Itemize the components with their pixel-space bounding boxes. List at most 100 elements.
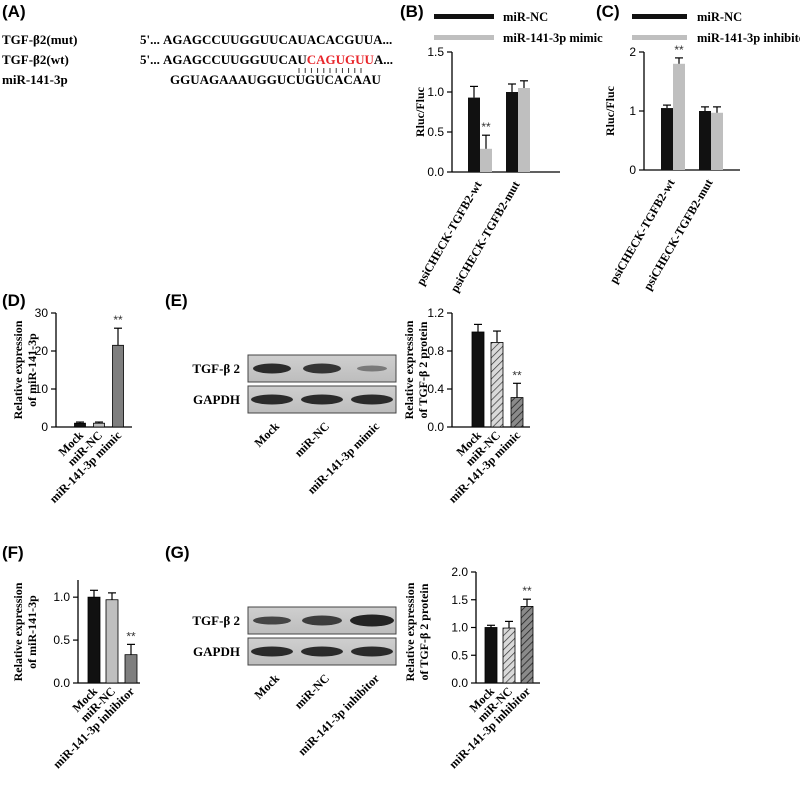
y-tick-label: 2 [629, 45, 636, 59]
blot-band [251, 646, 293, 657]
seq-label-wt: TGF-β2(wt) [2, 52, 69, 67]
seq-prefix-mut: 5'... [140, 32, 160, 47]
y-tick-label: 0.8 [427, 344, 444, 358]
y-tick-label: 0 [629, 163, 636, 177]
blot-band [301, 394, 343, 405]
base-pairing-lines [298, 68, 362, 73]
blot-band [253, 363, 291, 374]
sequence-alignment: TGF-β2(mut) 5'... AGAGCCUUGGUUCAUACACGUU… [2, 32, 393, 87]
y-tick-label: 1 [629, 104, 636, 118]
legend-c: miR-NC miR-141-3p inhibitor [632, 10, 800, 45]
seq-wt-main: AGAGCCUUGGUUCAU [163, 52, 307, 67]
blot-row-label: GAPDH [193, 392, 240, 407]
panel-label-c: (C) [596, 2, 620, 21]
seq-label-mirna: miR-141-3p [2, 72, 68, 87]
bar-e-1 [490, 342, 504, 428]
x-category-label: psiCHECK-TGFB2-wt [413, 179, 484, 288]
bar-c-1-1 [711, 112, 723, 170]
blot-band [302, 615, 342, 626]
bar-g-1 [502, 627, 516, 684]
blot-band [253, 616, 291, 625]
legend-b: miR-NC miR-141-3p mimic [434, 10, 603, 45]
y-axis-label: Rluc/Fluc [603, 85, 617, 136]
chart-b-luciferase-mimic: 0.0 0.5 1.0 1.5 ** psiCHECK-TGFB2-wtpsiCHECK-… [413, 45, 560, 295]
y-tick-label: 1.0 [427, 85, 444, 99]
significance-marker: ** [522, 584, 532, 598]
bar-c-0-0 [661, 108, 673, 170]
legend-label-mimic: miR-141-3p mimic [503, 31, 603, 45]
panel-label-f: (F) [2, 543, 24, 562]
blot-band [303, 363, 341, 374]
bar-b-1-1 [518, 88, 530, 172]
blot-band [357, 365, 387, 372]
y-axis-label: Relative expressionof TGF-β 2 protein [403, 582, 431, 681]
bar-d-2 [112, 344, 124, 428]
y-tick-label: 1.0 [53, 590, 70, 604]
legend-label-inhibitor: miR-141-3p inhibitor [697, 31, 800, 45]
seed-binding-site: CAGUGUU [307, 52, 375, 67]
y-tick-label: 10 [35, 382, 49, 396]
bar-f-0 [87, 596, 101, 684]
blot-lane-label: Mock [251, 419, 282, 450]
blot-band [301, 646, 343, 657]
blot-lane-label: miR-NC [292, 419, 333, 460]
seq-mut: AGAGCCUUGGUUCAUACACGUUA... [163, 32, 392, 47]
x-category-label: psiCHECK-TGFB2-mut [640, 177, 715, 293]
seq-wt: AGAGCCUUGGUUCAUCAGUGUUA... [163, 52, 393, 67]
legend-swatch-mimic [434, 35, 494, 40]
y-tick-label: 2.0 [451, 565, 468, 579]
x-category-label: psiCHECK-TGFB2-mut [447, 179, 522, 295]
legend-swatch-mir-nc-c [632, 14, 687, 19]
significance-marker: ** [512, 368, 522, 382]
y-axis-label: Rluc/Fluc [413, 86, 427, 137]
legend-label-mir-nc-c: miR-NC [697, 10, 742, 24]
bar-c-0-1 [699, 111, 711, 170]
y-tick-label: 1.0 [451, 621, 468, 635]
seq-label-mut: TGF-β2(mut) [2, 32, 77, 47]
blot-band [351, 394, 393, 405]
blot-band [351, 646, 393, 657]
chart-c-luciferase-inhibitor: 0 1 2 ** psiCHECK-TGFB2-wtpsiCHECK-TGFB2-mut… [603, 43, 740, 293]
y-tick-label: 0 [41, 420, 48, 434]
legend-swatch-inhibitor [632, 35, 687, 40]
bar-b-0-0 [468, 97, 480, 172]
seq-prefix-wt: 5'... [140, 52, 160, 67]
y-tick-label: 30 [35, 306, 49, 320]
y-tick-label: 0.0 [427, 165, 444, 179]
y-tick-label: 0.0 [427, 420, 444, 434]
blot-lane-label: Mock [251, 671, 282, 702]
bar-g-2 [520, 606, 534, 684]
bar-d-0 [74, 422, 86, 428]
legend-swatch-mir-nc-b [434, 14, 494, 19]
y-tick-label: 0.0 [451, 676, 468, 690]
x-category-label: psiCHECK-TGFB2-wt [606, 177, 677, 286]
bar-b-0-1 [506, 92, 518, 172]
y-tick-label: 0.4 [427, 382, 444, 396]
bar-e-2 [510, 397, 524, 428]
blot-band [350, 614, 394, 627]
blot-band [251, 394, 293, 405]
y-axis-label: Relative expressionof miR-141-3p [11, 582, 39, 681]
panel-label-e: (E) [165, 291, 188, 310]
bar-g-0 [484, 627, 498, 684]
y-tick-label: 1.5 [427, 45, 444, 59]
significance-marker: ** [113, 313, 123, 327]
y-axis-label: Relative expressionof miR-141-3p [11, 320, 39, 419]
seq-mirna: GGUAGAAAUGGUCUGUCACAAU [170, 72, 381, 87]
y-tick-label: 0.5 [427, 125, 444, 139]
y-tick-label: 0.5 [451, 648, 468, 662]
significance-marker: ** [481, 120, 491, 134]
blot-row-label: GAPDH [193, 644, 240, 659]
bar-b-1-0 [480, 148, 492, 172]
bar-c-1-0 [673, 63, 685, 170]
y-tick-label: 0.0 [53, 676, 70, 690]
significance-marker: ** [126, 629, 136, 643]
bar-d-1 [93, 422, 105, 428]
y-tick-label: 1.5 [451, 593, 468, 607]
bar-f-2 [124, 654, 138, 684]
